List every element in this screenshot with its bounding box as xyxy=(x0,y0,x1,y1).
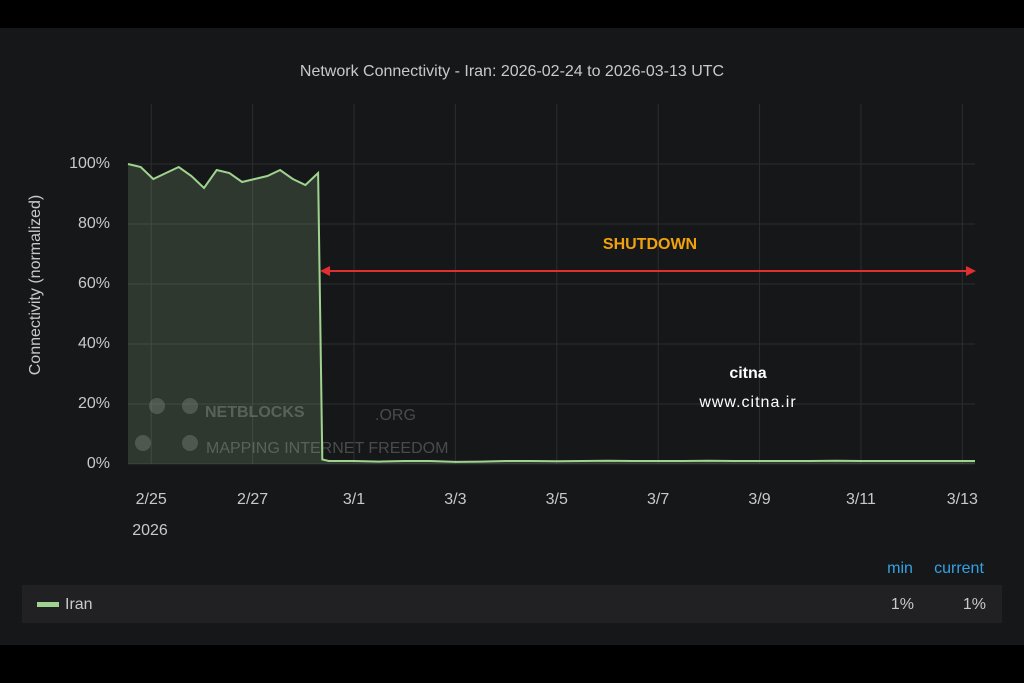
chart-title: Network Connectivity - Iran: 2026-02-24 … xyxy=(300,63,724,80)
x-tick-label: 3/1 xyxy=(343,491,365,508)
x-tick-label: 3/3 xyxy=(444,491,466,508)
x-tick-label: 3/11 xyxy=(846,491,876,508)
arrow-head xyxy=(966,266,976,276)
legend-min: 1% xyxy=(891,596,914,613)
x-year-label: 2026 xyxy=(132,522,168,539)
netblocks-suffix: .ORG xyxy=(375,407,416,424)
netblocks-watermark: NETBLOCKS .ORG MAPPING INTERNET FREEDOM xyxy=(135,398,448,457)
legend-label: Iran xyxy=(65,596,93,613)
y-axis-label: Connectivity (normalized) xyxy=(27,195,44,376)
y-tick-label: 40% xyxy=(78,335,110,352)
y-tick-label: 60% xyxy=(78,275,110,292)
logo-dot xyxy=(182,435,198,451)
shutdown-arrow xyxy=(320,266,976,276)
logo-dot xyxy=(149,398,165,414)
arrow-head xyxy=(320,266,330,276)
legend-current: 1% xyxy=(963,596,986,613)
netblocks-tagline: MAPPING INTERNET FREEDOM xyxy=(206,440,448,457)
plot xyxy=(127,163,975,464)
grid xyxy=(128,104,975,465)
legend-row xyxy=(22,585,1002,623)
logo-dot xyxy=(135,435,151,451)
panel xyxy=(0,28,1024,645)
x-tick-label: 3/7 xyxy=(647,491,669,508)
y-tick-label: 100% xyxy=(69,155,110,172)
citna-url: www.citna.ir xyxy=(698,394,796,411)
netblocks-name: NETBLOCKS xyxy=(205,404,305,421)
citna-logo: citna xyxy=(729,365,766,382)
annotation: SHUTDOWN xyxy=(603,236,697,253)
x-tick-label: 2/25 xyxy=(136,491,167,508)
x-tick-label: 3/5 xyxy=(546,491,568,508)
x-tick-label: 2/27 xyxy=(237,491,268,508)
x-tick-label: 3/13 xyxy=(947,491,978,508)
line xyxy=(127,163,975,463)
logo-dot xyxy=(182,398,198,414)
y-tick-label: 80% xyxy=(78,215,110,232)
x-tick-label: 3/9 xyxy=(748,491,770,508)
legend-column: min xyxy=(887,560,913,577)
legend-column: current xyxy=(934,560,984,577)
legend-swatch xyxy=(37,602,59,607)
area xyxy=(128,164,975,464)
y-tick-label: 20% xyxy=(78,395,110,412)
y-tick-label: 0% xyxy=(87,455,110,472)
